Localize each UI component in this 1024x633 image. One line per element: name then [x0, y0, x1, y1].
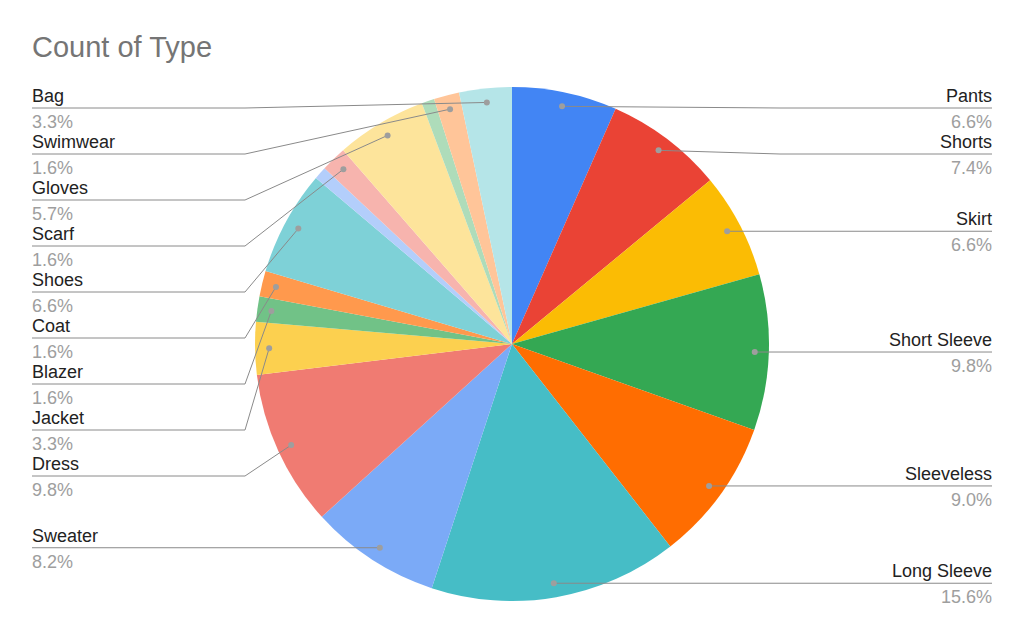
- leader-line: [32, 547, 380, 548]
- data-label: 8.2%: [32, 552, 73, 572]
- leader-line: [32, 169, 343, 246]
- data-label: 9.8%: [32, 480, 73, 500]
- slice-label: Sweater: [32, 526, 98, 546]
- leader-dot: [551, 580, 557, 586]
- data-label: 1.6%: [32, 342, 73, 362]
- leader-line: [32, 287, 276, 338]
- data-label: 5.7%: [32, 204, 73, 224]
- leader-dot: [752, 349, 758, 355]
- slice-label: Shorts: [940, 132, 992, 152]
- leader-dot: [273, 284, 279, 290]
- data-label: 1.6%: [32, 158, 73, 178]
- leader-line: [32, 311, 271, 384]
- pie: [255, 87, 769, 601]
- data-label: 1.6%: [32, 250, 73, 270]
- slice-label: Swimwear: [32, 132, 115, 152]
- leader-line: [727, 231, 992, 232]
- leader-dot: [266, 345, 272, 351]
- slice-label: Short Sleeve: [889, 330, 992, 350]
- leader-dot: [288, 442, 294, 448]
- leader-dot: [447, 106, 453, 112]
- chart: Count of TypePants6.6%Shorts7.4%Skirt6.6…: [0, 0, 1024, 633]
- leader-line: [32, 109, 450, 154]
- leader-line: [562, 106, 992, 108]
- labels: Pants6.6%Shorts7.4%Skirt6.6%Short Sleeve…: [32, 86, 992, 607]
- leader-dot: [484, 99, 490, 105]
- data-label: 6.6%: [951, 235, 992, 255]
- slice-label: Blazer: [32, 362, 83, 382]
- data-label: 3.3%: [32, 112, 73, 132]
- data-label: 15.6%: [941, 587, 992, 607]
- leader-line: [755, 352, 992, 353]
- leader-dot: [295, 226, 301, 232]
- data-label: 6.6%: [951, 112, 992, 132]
- leader-line: [554, 583, 992, 584]
- slice-label: Skirt: [956, 209, 992, 229]
- slice-label: Scarf: [32, 224, 75, 244]
- data-label: 9.0%: [951, 490, 992, 510]
- slice-label: Dress: [32, 454, 79, 474]
- data-label: 1.6%: [32, 388, 73, 408]
- leader-line: [709, 485, 992, 486]
- leader-line: [32, 102, 487, 108]
- leader-dot: [268, 308, 274, 314]
- leader-dot: [656, 147, 662, 153]
- slice-label: Coat: [32, 316, 70, 336]
- slice-label: Shoes: [32, 270, 83, 290]
- leader-dot: [724, 228, 730, 234]
- slice-label: Long Sleeve: [892, 561, 992, 581]
- slice-label: Gloves: [32, 178, 88, 198]
- slice-label: Jacket: [32, 408, 84, 428]
- slice-label: Bag: [32, 86, 64, 106]
- leader-dot: [559, 103, 565, 109]
- leader-dot: [340, 166, 346, 172]
- data-label: 7.4%: [951, 158, 992, 178]
- leader-dot: [385, 132, 391, 138]
- slice-label: Sleeveless: [905, 464, 992, 484]
- data-label: 6.6%: [32, 296, 73, 316]
- slice: [459, 87, 512, 344]
- slice-label: Pants: [946, 86, 992, 106]
- data-label: 9.8%: [951, 356, 992, 376]
- title: Count of Type: [32, 31, 212, 63]
- leader-dot: [706, 483, 712, 489]
- leader-dot: [377, 545, 383, 551]
- data-label: 3.3%: [32, 434, 73, 454]
